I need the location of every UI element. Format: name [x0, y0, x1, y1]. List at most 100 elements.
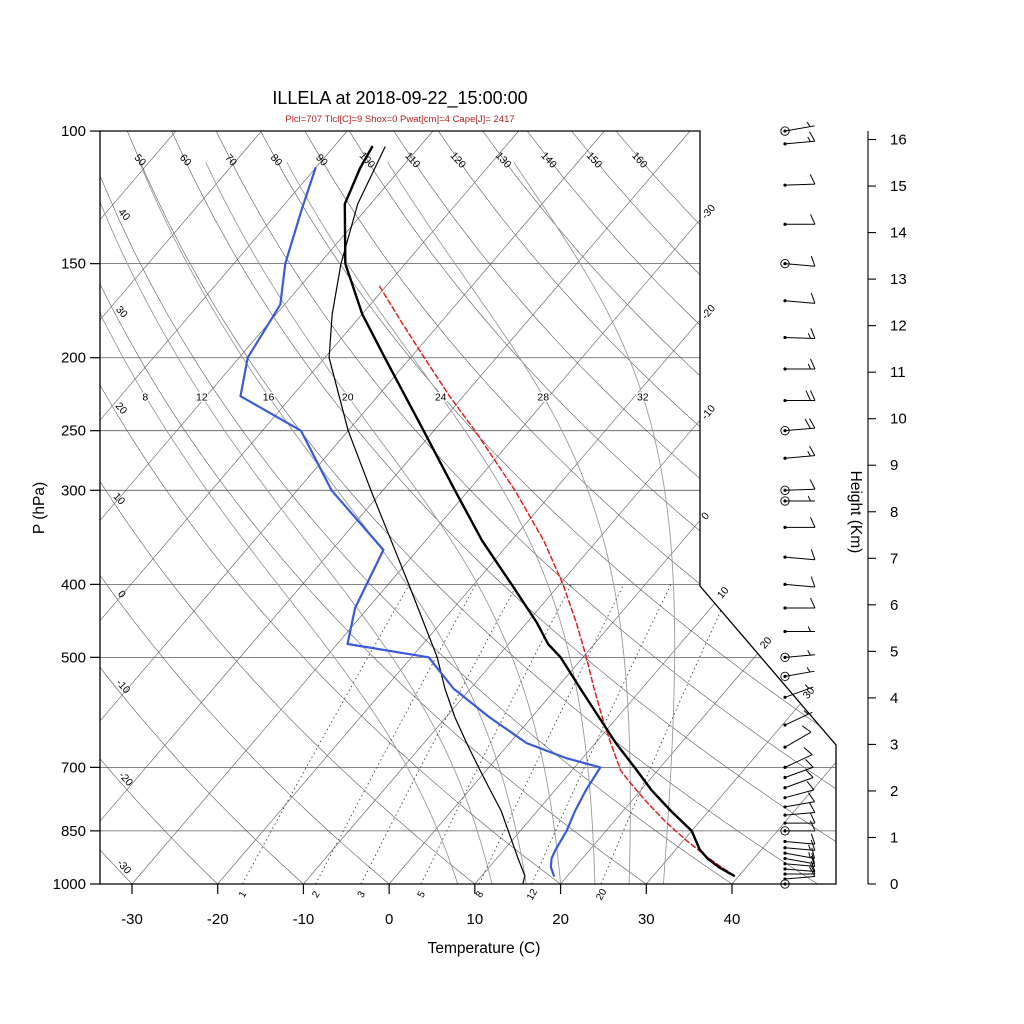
svg-text:-20: -20: [116, 769, 135, 788]
wind-barb: [783, 517, 816, 529]
wind-barb: [783, 839, 816, 851]
wind-barb: [780, 418, 816, 436]
wind-barb: [780, 121, 815, 136]
svg-text:16: 16: [263, 392, 275, 404]
wind-barb: [783, 549, 816, 561]
wind-barb: [783, 214, 816, 226]
svg-text:24: 24: [435, 392, 447, 404]
wind-barb: [783, 833, 816, 845]
svg-text:Temperature (C): Temperature (C): [428, 940, 541, 957]
svg-text:0: 0: [385, 911, 393, 928]
svg-text:200: 200: [61, 350, 86, 367]
svg-text:40: 40: [116, 206, 133, 223]
wind-barb: [783, 802, 816, 817]
svg-text:28: 28: [537, 392, 549, 404]
svg-text:5: 5: [416, 889, 429, 900]
svg-text:6: 6: [890, 597, 898, 614]
wind-barb: [783, 174, 816, 187]
chart-title: ILLELA at 2018-09-22_15:00:00: [272, 88, 528, 108]
svg-text:850: 850: [61, 823, 86, 840]
wind-barb: [783, 328, 816, 340]
wind-barb: [780, 479, 816, 495]
wind-barb: [783, 358, 816, 371]
svg-text:12: 12: [196, 392, 208, 404]
svg-text:-10: -10: [113, 677, 132, 696]
wind-barb: [780, 650, 815, 662]
svg-text:12: 12: [525, 887, 540, 903]
wind-barb: [780, 495, 815, 506]
wind-barb: [783, 769, 814, 790]
wind-barb: [783, 445, 816, 460]
wind-barb: [780, 255, 816, 269]
isotherm-lines: [100, 131, 836, 884]
wind-barb: [783, 747, 813, 769]
svg-text:-10: -10: [293, 911, 315, 928]
svg-text:1000: 1000: [53, 876, 86, 893]
svg-text:4: 4: [890, 690, 898, 707]
svg-text:0: 0: [699, 510, 712, 522]
wind-barb: [783, 710, 813, 727]
wind-barb: [780, 820, 816, 836]
wind-barb: [783, 792, 815, 809]
svg-text:700: 700: [61, 759, 86, 776]
svg-text:11: 11: [890, 364, 906, 381]
dry-adiabat-lines: [100, 131, 836, 884]
svg-text:20: 20: [758, 635, 775, 652]
wind-barb: [783, 131, 816, 146]
wind-barb: [783, 626, 815, 634]
background-line-labels: 1 2 3 5 8 12 208 12 16 20 24 28 32-30-20-10010203040…: [111, 150, 818, 903]
svg-text:60: 60: [177, 152, 194, 169]
wind-barb: [783, 390, 816, 403]
dewpoint-curve: [239, 167, 602, 877]
svg-text:-20: -20: [207, 911, 229, 928]
svg-text:-10: -10: [699, 403, 718, 422]
mixing-ratio-lines: [241, 584, 734, 884]
svg-text:120: 120: [447, 150, 468, 171]
wind-barb: [783, 781, 815, 800]
svg-text:P (hPa): P (hPa): [31, 482, 48, 534]
svg-text:40: 40: [724, 911, 741, 928]
parcel-curve: [377, 283, 735, 877]
svg-text:100: 100: [61, 123, 86, 140]
svg-text:-30: -30: [121, 911, 143, 928]
svg-text:150: 150: [61, 256, 86, 273]
wind-barb: [783, 725, 812, 749]
chart-params-line: Plcl=707 Tlcl[C]=9 Shox=0 Pwat[cm]=4 Cap…: [285, 114, 515, 125]
wind-barb: [783, 759, 814, 780]
svg-text:10: 10: [890, 411, 907, 428]
svg-text:20: 20: [342, 392, 354, 404]
svg-text:32: 32: [637, 392, 649, 404]
svg-text:13: 13: [890, 271, 907, 288]
wind-barb: [783, 597, 816, 610]
pressure-gridlines: [100, 263, 836, 832]
temperature-curve: [343, 145, 736, 877]
wind-barb: [783, 847, 816, 859]
svg-text:250: 250: [61, 423, 86, 440]
svg-text:110: 110: [402, 150, 422, 171]
moist-adiabat-lines: [100, 161, 676, 884]
wind-barb: [783, 812, 816, 825]
svg-text:9: 9: [890, 457, 898, 474]
svg-text:130: 130: [493, 150, 514, 171]
svg-text:70: 70: [222, 152, 239, 169]
svg-text:400: 400: [61, 576, 86, 593]
svg-text:10: 10: [467, 911, 484, 928]
wind-barb: [783, 292, 816, 304]
svg-text:3: 3: [890, 736, 898, 753]
svg-text:160: 160: [629, 150, 650, 171]
svg-text:15: 15: [890, 178, 907, 195]
svg-text:8: 8: [142, 392, 148, 404]
wind-barbs: [780, 121, 816, 889]
wind-barb: [783, 684, 814, 699]
pressure-axis: 100 150 200 250 300 400 500 700 850 1000 P (hPa): [31, 123, 100, 893]
wetbulb-curve: [328, 146, 526, 884]
svg-text:5: 5: [890, 643, 898, 660]
svg-text:-30: -30: [699, 202, 718, 221]
svg-text:1: 1: [237, 889, 250, 900]
svg-text:16: 16: [890, 132, 907, 149]
svg-text:80: 80: [268, 152, 285, 169]
svg-text:20: 20: [552, 911, 569, 928]
